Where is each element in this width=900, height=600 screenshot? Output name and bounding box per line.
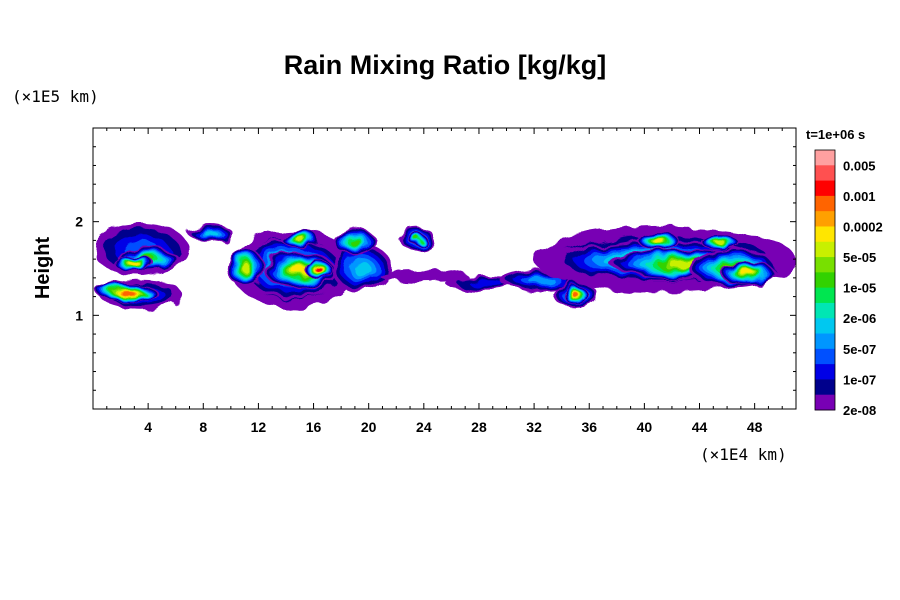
colorbar-label: 5e-07 (843, 342, 876, 357)
colorbar-swatch (815, 241, 835, 258)
rain-cell (720, 261, 776, 285)
rain-cell (188, 223, 233, 243)
rain-contour (741, 270, 754, 276)
colorbar-frame (814, 149, 836, 411)
colorbar-swatch (815, 180, 835, 197)
rain-contour (352, 261, 371, 276)
chart-title: Rain Mixing Ratio [kg/kg] (284, 50, 607, 80)
colorbar: 0.005 0.001 0.0002 5e-05 1e-05 2e-06 5e-07 1e-0… (814, 149, 883, 418)
rain-cell (332, 229, 377, 256)
rain-field (93, 223, 796, 310)
rain-contour (572, 292, 579, 297)
rain-cell (331, 244, 393, 293)
rain-contour (653, 238, 663, 243)
rain-cell (637, 231, 679, 250)
colorbar-label: 0.0002 (843, 219, 883, 234)
colorbar-label: 1e-05 (843, 281, 876, 296)
x-tick-label: 24 (416, 419, 432, 435)
time-label: t=1e+06 s (806, 127, 865, 142)
x-tick-label: 4 (144, 419, 152, 435)
x-tick-label: 32 (526, 419, 542, 435)
colorbar-label: 2e-06 (843, 311, 876, 326)
rain-cell (280, 229, 320, 248)
axis-ticks (92, 128, 797, 409)
rain-contour (240, 262, 250, 271)
rain-contour (467, 279, 504, 286)
rain-cell (225, 247, 264, 286)
rain-contour (527, 276, 555, 284)
y-tick-label: 2 (75, 214, 83, 230)
x-tick-label: 40 (637, 419, 653, 435)
colorbar-swatch (815, 302, 835, 319)
rain-cell (407, 232, 427, 245)
colorbar-label: 1e-07 (843, 372, 876, 387)
rain-contour (314, 266, 321, 271)
colorbar-swatch (815, 333, 835, 350)
y-axis-label: Height (32, 237, 54, 300)
rain-contour (129, 262, 139, 266)
colorbar-label: 0.001 (843, 189, 876, 204)
colorbar-swatch (815, 195, 835, 212)
rain-contour (379, 270, 468, 282)
colorbar-label: 2e-08 (843, 403, 876, 418)
y-scale-label: (×1E5 km) (12, 87, 99, 106)
rain-contour (121, 290, 134, 295)
colorbar-swatch (815, 226, 835, 243)
x-tick-label: 16 (306, 419, 322, 435)
x-tick-label: 28 (471, 419, 487, 435)
rain-cell (303, 259, 332, 278)
y-tick-labels: 12 (75, 214, 83, 324)
rain-contour (349, 239, 361, 246)
x-scale-label: (×1E4 km) (700, 445, 787, 464)
rain-contour (203, 230, 217, 236)
rain-contour (715, 240, 725, 244)
rain-cell (113, 256, 156, 272)
rain-contour (291, 266, 308, 275)
rain-cell (379, 270, 468, 282)
plot-frame (92, 127, 797, 410)
colorbar-swatch (815, 165, 835, 181)
colorbar-swatch (815, 364, 835, 380)
x-tick-label: 12 (251, 419, 267, 435)
colorbar-swatch (815, 257, 835, 273)
colorbar-swatch (815, 348, 835, 365)
x-tick-label: 36 (581, 419, 597, 435)
colorbar-swatch (815, 287, 835, 304)
colorbar-swatch (815, 150, 835, 166)
colorbar-swatch (815, 211, 835, 227)
rain-contour (414, 237, 420, 240)
colorbar-label: 0.005 (843, 158, 876, 173)
rain-cell (563, 285, 588, 305)
y-tick-label: 1 (75, 307, 83, 323)
rain-contour (295, 236, 305, 241)
colorbar-swatch (815, 272, 835, 289)
x-tick-label: 8 (199, 419, 207, 435)
x-tick-labels: 4 8 12 16 20 24 28 32 36 40 44 48 (144, 419, 762, 435)
colorbar-label: 5e-05 (843, 250, 876, 265)
x-tick-label: 48 (747, 419, 763, 435)
rain-cell (97, 283, 158, 303)
colorbar-swatch (815, 318, 835, 334)
rain-cell (700, 234, 740, 250)
colorbar-swatch (815, 394, 835, 411)
x-tick-label: 44 (692, 419, 708, 435)
x-tick-label: 20 (361, 419, 377, 435)
colorbar-swatch (815, 379, 835, 396)
